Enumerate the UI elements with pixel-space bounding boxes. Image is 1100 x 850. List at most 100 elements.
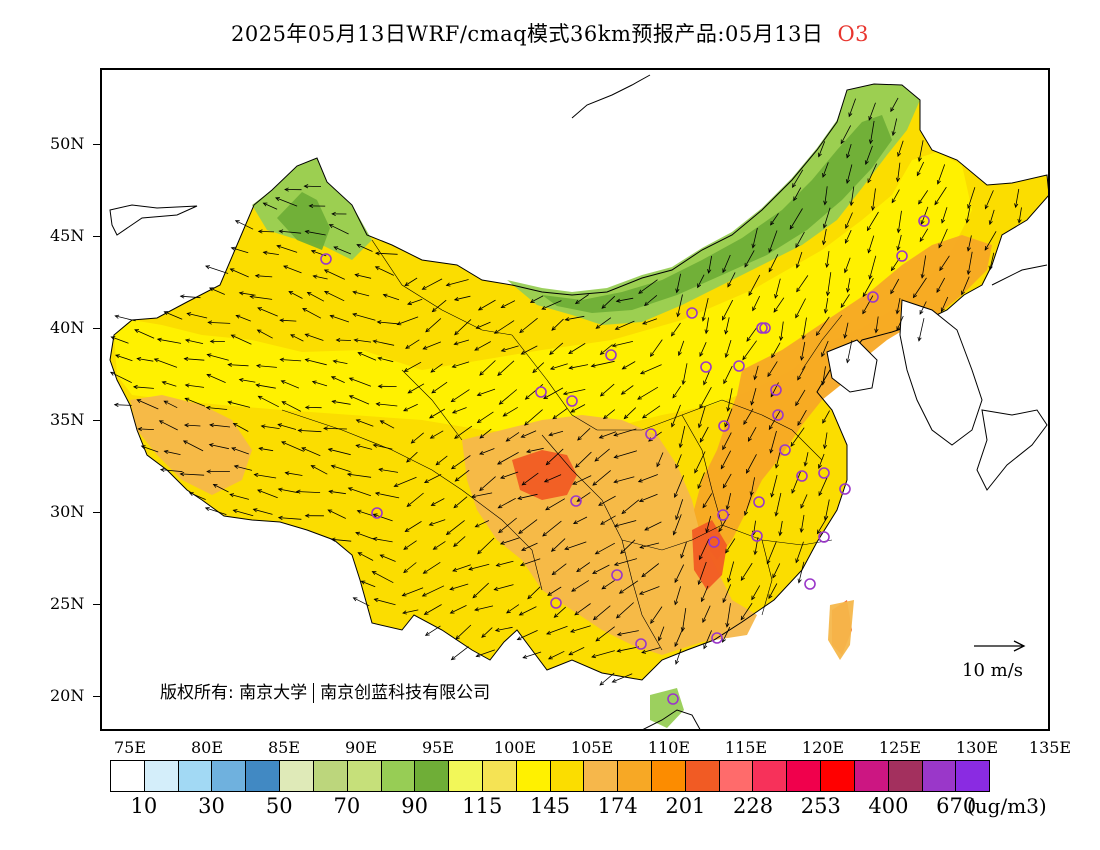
wind-arrow-head (896, 228, 901, 234)
wind-arrow-shaft (479, 428, 492, 439)
wind-arrow-head (867, 248, 872, 254)
wind-arrow-shaft (641, 563, 660, 578)
wind-arrow-head (577, 436, 582, 441)
wind-arrow-head (862, 292, 867, 298)
wind-arrow-head (377, 356, 383, 361)
wind-arrow-head (520, 350, 526, 355)
wind-arrow-head (598, 434, 604, 439)
wind-arrow-shaft (919, 228, 929, 242)
wind-arrow-shaft (616, 297, 634, 302)
wind-arrow-shaft (722, 473, 732, 488)
wind-arrow-shaft (862, 295, 874, 314)
wind-arrow-shaft (261, 425, 280, 429)
wind-arrow-shaft (641, 647, 661, 653)
wind-arrow-head (895, 177, 901, 183)
wind-arrow-head (590, 363, 596, 368)
wind-arrow-head (846, 153, 851, 159)
wind-arrow-shaft (708, 255, 712, 274)
province-boundary-line (281, 409, 463, 491)
wind-arrow-head (638, 498, 644, 503)
wind-arrow-shaft (404, 361, 422, 372)
wind-arrow-shaft (209, 424, 231, 428)
wind-arrow-shaft (682, 363, 688, 385)
wind-arrow-head (500, 347, 506, 352)
wind-arrow-head (744, 262, 749, 268)
wind-arrow-head (277, 515, 283, 520)
wind-arrow-shaft (594, 448, 610, 462)
wind-arrow-head (568, 365, 574, 370)
chart-title: 2025年05月13日WRF/cmaq模式36km预报产品:05月13日 O3 (0, 18, 1100, 48)
wind-arrow-shaft (751, 585, 761, 600)
wind-arrow-shaft (574, 603, 591, 616)
wind-arrow-shaft (375, 252, 398, 255)
wind-arrow-head (616, 632, 622, 637)
wind-arrow-shaft (939, 255, 950, 271)
wind-arrow-shaft (209, 444, 229, 450)
wind-arrow-shaft (259, 447, 274, 452)
wind-arrow-head (890, 107, 895, 113)
wind-arrow-shaft (672, 385, 682, 399)
lon-label-105e: 105E (570, 738, 614, 757)
wind-arrow-shaft (424, 604, 442, 615)
wind-arrow-shaft (541, 300, 562, 310)
lon-label-130e: 130E (955, 738, 999, 757)
colorbar-cell (482, 761, 517, 791)
wind-arrow-shaft (208, 322, 231, 324)
wind-arrow-shaft (115, 315, 136, 322)
colorbar-cell (685, 761, 720, 791)
wind-arrow-head (257, 489, 262, 494)
wind-arrow-head (311, 380, 317, 385)
wind-arrow-head (407, 301, 412, 306)
wind-arrow-shaft (603, 409, 616, 419)
wind-arrow-head (816, 529, 822, 535)
wind-arrow-shaft (134, 329, 155, 339)
wind-arrow-shaft (431, 381, 448, 394)
wind-arrow-shaft (378, 357, 394, 363)
wind-arrow-head (545, 460, 551, 466)
wind-arrow-head (428, 521, 434, 526)
wind-arrow-shaft (867, 211, 879, 231)
wind-arrow-shaft (323, 428, 347, 430)
wind-arrow-shaft (698, 561, 707, 585)
wind-arrow-shaft (432, 299, 447, 312)
wind-arrow-shaft (554, 606, 566, 618)
wind-arrow-shaft (891, 189, 900, 203)
wind-arrow-shaft (722, 626, 731, 643)
wind-arrow-head (158, 420, 164, 425)
wind-arrow-shaft (520, 558, 541, 566)
wind-arrow-shaft (823, 228, 827, 245)
wind-arrow-shaft (614, 520, 637, 527)
wind-arrow-head (475, 325, 481, 329)
wind-arrow-head (479, 434, 485, 439)
wind-arrow-head (768, 267, 773, 273)
wind-arrow-head (543, 395, 548, 399)
wind-arrow-shaft (967, 251, 973, 275)
wind-arrow-head (304, 333, 310, 338)
wind-arrow-head (864, 160, 869, 166)
wind-arrow-head (818, 491, 823, 497)
wind-arrow-shaft (430, 363, 443, 373)
wind-arrow-shaft (313, 275, 328, 280)
colorbar-cell (787, 761, 822, 791)
wind-arrow-head (347, 487, 353, 492)
wind-arrow-head (671, 422, 675, 428)
wind-arrow-head (703, 644, 708, 650)
city-station-marker (772, 409, 784, 421)
wind-arrow-shaft (494, 320, 515, 334)
city-station-marker (718, 420, 730, 432)
wind-arrow-head (702, 503, 707, 509)
wind-arrow-shaft (185, 384, 205, 388)
wind-arrow-head (481, 633, 486, 638)
wind-arrow-shaft (576, 492, 591, 502)
wind-arrow-head (453, 503, 459, 509)
wind-arrow-head (474, 523, 480, 528)
wind-arrow-shaft (189, 492, 206, 500)
wind-arrow-shaft (423, 561, 441, 574)
wind-arrow-shaft (236, 315, 251, 322)
wind-arrow-shaft (228, 364, 249, 367)
wind-arrow-head (206, 373, 212, 378)
wind-arrow-shaft (547, 586, 562, 596)
wind-arrow-shaft (356, 244, 373, 252)
city-station-marker (645, 428, 657, 440)
wind-arrow-head (747, 437, 752, 442)
